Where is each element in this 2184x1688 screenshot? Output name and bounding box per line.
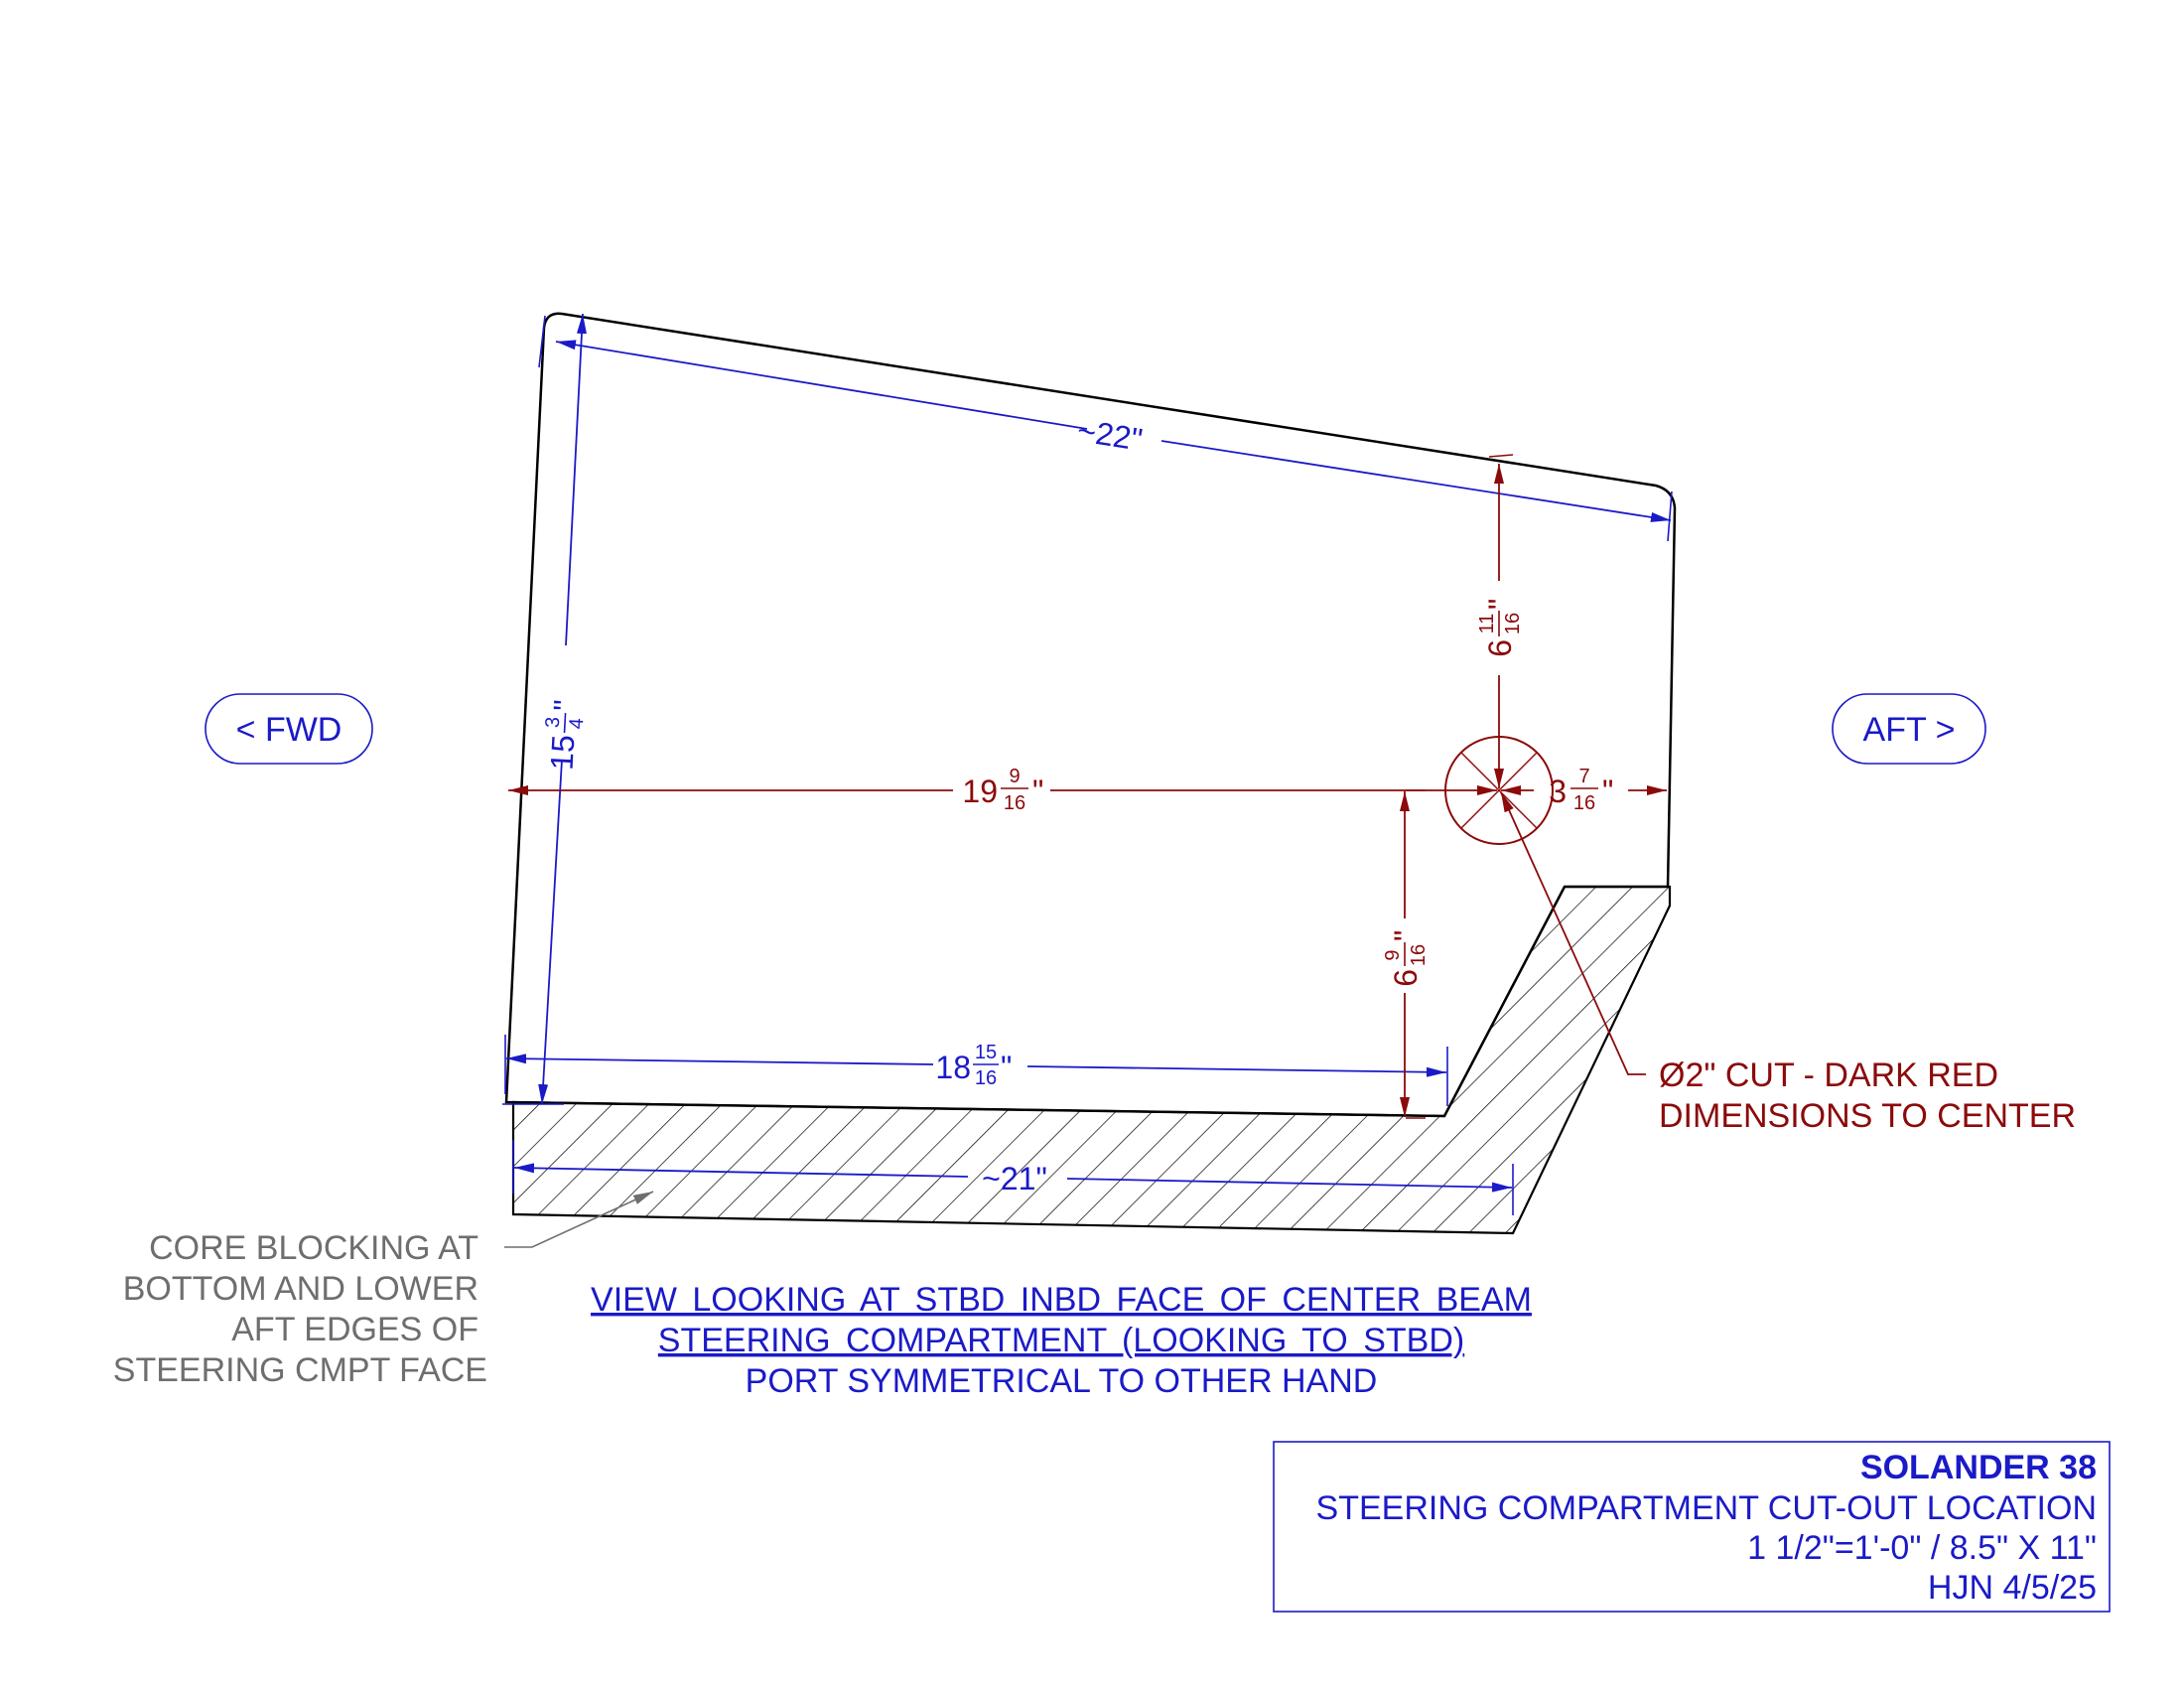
fwd-label: < FWD: [205, 693, 373, 765]
dim-left-height-num: 3: [542, 716, 565, 728]
title-block-project: SOLANDER 38: [1860, 1449, 2097, 1486]
cut-note-leader: [1500, 791, 1646, 1075]
dim-center-to-aft-whole: 3: [1549, 774, 1567, 809]
view-caption-line-1: VIEW LOOKING AT STBD INBD FACE OF CENTER…: [591, 1281, 1532, 1319]
view-caption: VIEW LOOKING AT STBD INBD FACE OF CENTER…: [591, 1281, 1532, 1400]
title-block-title: STEERING COMPARTMENT CUT-OUT LOCATION: [1316, 1489, 2097, 1527]
dim-center-to-fwd: 19 9 16 ": [508, 766, 1497, 814]
dim-bottom-outer: ~21": [512, 1140, 1514, 1215]
dim-center-to-bottom-unit: ": [1388, 930, 1424, 941]
dim-center-to-bottom: 6 9 16 ": [1382, 789, 1430, 1119]
dim-center-to-top-unit: ": [1482, 599, 1518, 610]
title-block-author-date: HJN 4/5/25: [1928, 1569, 2097, 1607]
dim-center-to-bottom-den: 16: [1408, 944, 1430, 966]
core-note-line-1: CORE BLOCKING AT: [149, 1229, 478, 1267]
core-note-line-2: BOTTOM AND LOWER: [123, 1270, 478, 1308]
dim-left-height: 15 3 4 ": [502, 313, 589, 1105]
view-caption-line-3: PORT SYMMETRICAL TO OTHER HAND: [746, 1362, 1378, 1400]
core-note-line-4: STEERING CMPT FACE: [113, 1351, 487, 1389]
dim-center-to-fwd-unit: ": [1032, 774, 1043, 809]
aft-label: AFT >: [1832, 693, 1986, 765]
dim-center-to-top: 6 11 16 ": [1476, 454, 1524, 788]
title-block-scale: 1 1/2"=1'-0" / 8.5" X 11": [1747, 1529, 2097, 1567]
dim-center-to-fwd-den: 16: [1004, 792, 1025, 814]
dim-bottom-inner-den: 16: [975, 1067, 997, 1089]
cut-note-line-1: Ø2" CUT - DARK RED: [1659, 1056, 1998, 1094]
dim-center-to-fwd-num: 9: [1009, 766, 1020, 787]
fwd-label-text: < FWD: [236, 711, 342, 749]
dim-center-to-bottom-whole: 6: [1388, 969, 1424, 987]
aft-label-text: AFT >: [1863, 711, 1956, 749]
dim-center-to-aft: 3 7 16 ": [1501, 766, 1667, 814]
dim-left-height-den: 4: [566, 718, 589, 730]
title-block: SOLANDER 38 STEERING COMPARTMENT CUT-OUT…: [1273, 1441, 2111, 1613]
dim-top-edge-label: ~22": [1075, 412, 1145, 458]
core-note-line-3: AFT EDGES OF: [231, 1311, 478, 1348]
core-note-leader: [504, 1191, 654, 1248]
dim-left-height-unit: ": [547, 699, 584, 712]
compartment-outline: [504, 312, 1677, 1118]
dim-bottom-inner-unit: ": [1001, 1050, 1012, 1085]
dim-center-to-bottom-num: 9: [1382, 949, 1404, 960]
core-note: CORE BLOCKING AT BOTTOM AND LOWER AFT ED…: [113, 1229, 487, 1389]
view-caption-line-2: STEERING COMPARTMENT (LOOKING TO STBD): [658, 1322, 1464, 1359]
core-blocking-hatch: [511, 885, 1672, 1235]
dim-top-edge: ~22": [538, 315, 1673, 542]
dim-center-to-aft-num: 7: [1578, 766, 1589, 787]
dim-bottom-inner-whole: 18: [935, 1050, 971, 1085]
dim-center-to-aft-den: 16: [1573, 792, 1595, 814]
dim-center-to-top-num: 11: [1476, 614, 1498, 634]
dim-center-to-fwd-whole: 19: [962, 774, 998, 809]
dim-bottom-outer-label: ~21": [982, 1161, 1047, 1196]
dim-center-to-top-whole: 6: [1482, 639, 1518, 657]
dim-center-to-aft-unit: ": [1602, 774, 1613, 809]
dim-bottom-inner-num: 15: [975, 1042, 997, 1063]
cut-note-line-2: DIMENSIONS TO CENTER: [1659, 1097, 2076, 1135]
dim-bottom-inner: 18 15 16 ": [504, 1035, 1448, 1106]
dim-left-height-whole: 15: [544, 734, 582, 771]
cut-note: Ø2" CUT - DARK RED DIMENSIONS TO CENTER: [1659, 1056, 2076, 1135]
dim-center-to-top-den: 16: [1502, 613, 1524, 634]
